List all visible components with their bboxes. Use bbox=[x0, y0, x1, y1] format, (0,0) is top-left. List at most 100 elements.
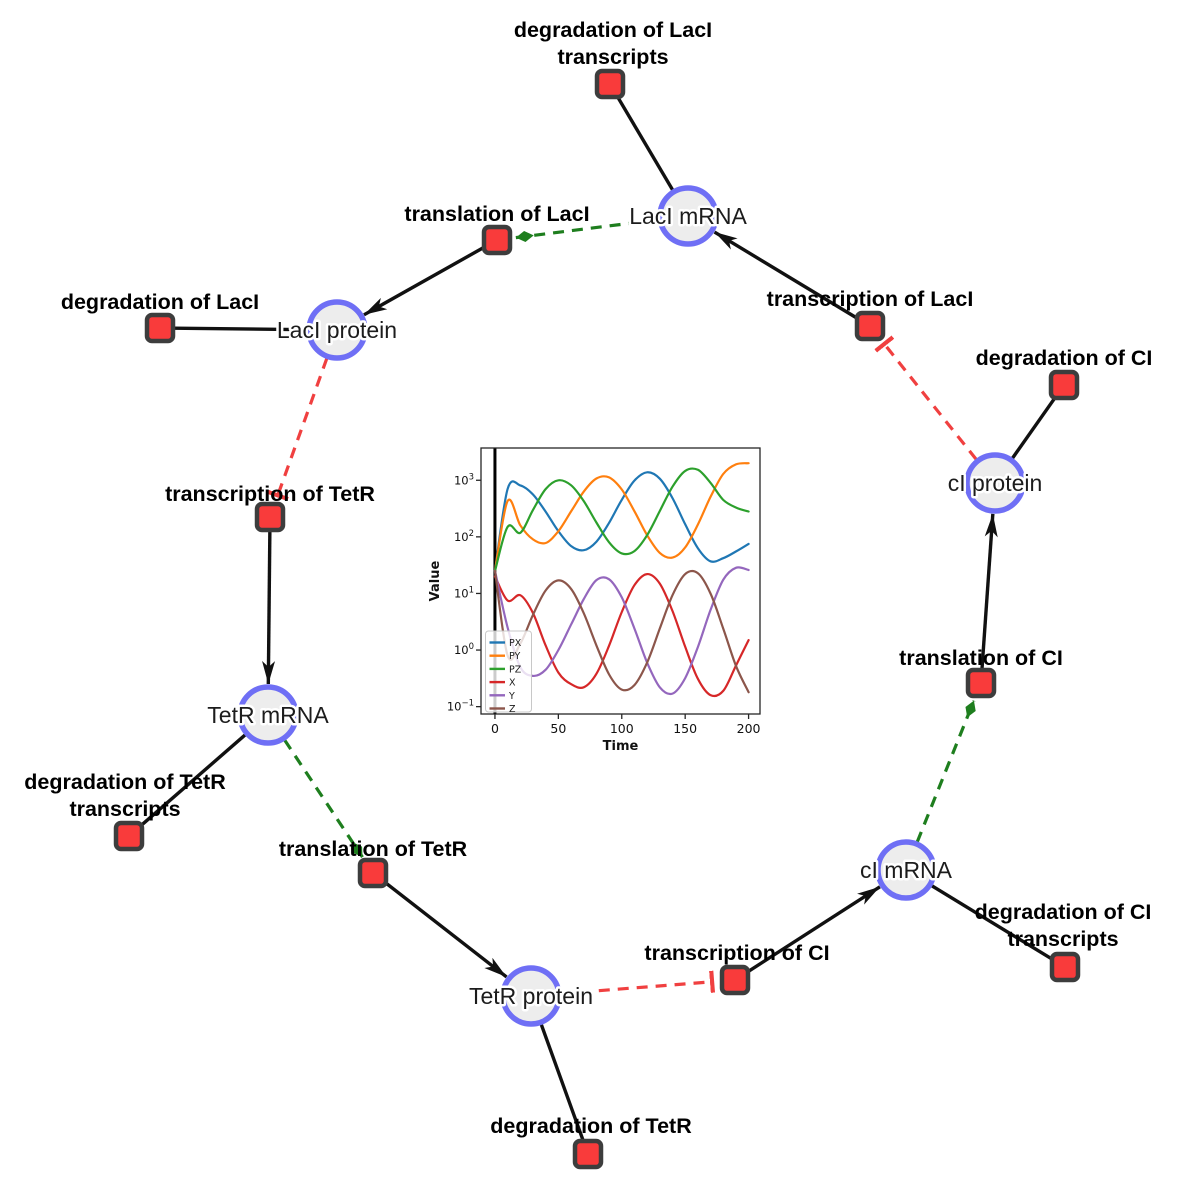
labels-layer: degradation of LacI transcripts translatio… bbox=[24, 18, 1152, 1138]
reaction-label-line: degradation of TetR bbox=[490, 1114, 692, 1138]
reaction-node-transl-laci[interactable] bbox=[481, 224, 513, 256]
legend-box bbox=[485, 630, 532, 713]
y-tick-label: 100 bbox=[454, 642, 474, 657]
y-tick-exponent: 1 bbox=[469, 585, 474, 595]
y-tick-exponent: 2 bbox=[469, 529, 474, 539]
species-node-ci-protein[interactable] bbox=[964, 452, 1026, 514]
reaction-node-txn-laci[interactable] bbox=[854, 310, 886, 342]
x-tick-label: 200 bbox=[737, 721, 761, 736]
species-label-tetr-protein: TetR protein bbox=[469, 983, 593, 1009]
nodes-layer bbox=[113, 68, 1081, 1170]
edge-translation-to-ci-protein bbox=[980, 513, 998, 670]
reaction-node-txn-tetr[interactable] bbox=[254, 501, 286, 533]
reaction-node-txn-ci[interactable] bbox=[719, 964, 751, 996]
species-node-laci-protein[interactable] bbox=[306, 299, 368, 361]
timeseries-inset-chart: 0 50 100 150 200 Time 10−1 100 101 102 103 Value PX P… bbox=[425, 438, 775, 770]
x-tick-label: 150 bbox=[673, 721, 697, 736]
series-line-px bbox=[493, 471, 750, 572]
species-label-laci-mrna: LacI mRNA bbox=[629, 203, 747, 229]
edge-ci-mrna-to-deg bbox=[930, 884, 1054, 962]
reaction-label-line: transcription of CI bbox=[644, 941, 829, 965]
reaction-node-deg-tetr[interactable] bbox=[572, 1138, 604, 1170]
reaction-label-line: degradation of TetR bbox=[24, 770, 226, 794]
edge-laci-mrna-to-translation bbox=[515, 218, 659, 242]
y-tick-label: 103 bbox=[454, 472, 474, 487]
reaction-label-deg-tetr-tx: degradation of TetR transcripts bbox=[24, 770, 226, 821]
species-node-laci-mrna[interactable] bbox=[657, 185, 719, 247]
reaction-label-transl-tetr: translation of TetR bbox=[279, 837, 468, 861]
reaction-label-deg-ci-tx: degradation of CI transcripts bbox=[975, 900, 1152, 951]
reaction-node-deg-ci[interactable] bbox=[1048, 369, 1080, 401]
reaction-label-line: translation of TetR bbox=[279, 837, 468, 861]
edge-ci-protein-to-deg bbox=[1010, 395, 1058, 460]
series-line-py bbox=[493, 462, 750, 572]
timeseries-chart-svg: 0 50 100 150 200Time10−1100101102103ValuePXP… bbox=[428, 447, 761, 754]
reaction-node-deg-ci-tx[interactable] bbox=[1049, 951, 1081, 983]
reaction-label-line: transcripts bbox=[1007, 927, 1118, 951]
chart-legend: PX PY PZ XYZ bbox=[485, 630, 532, 715]
y-tick-label: 101 bbox=[454, 585, 474, 600]
edges-layer bbox=[138, 95, 1058, 1142]
edge-ci-txn-to-ci-mrna bbox=[745, 885, 881, 974]
species-node-tetr-mrna[interactable] bbox=[237, 684, 299, 746]
edge-laci-mrna-to-deg bbox=[615, 95, 675, 192]
y-tick-exponent: −1 bbox=[461, 699, 474, 709]
x-tick-label: 50 bbox=[550, 721, 566, 736]
chart-series-layer bbox=[493, 462, 750, 698]
species-label-ci-mrna: cI mRNA bbox=[860, 857, 953, 883]
species-label-ci-protein: cI protein bbox=[948, 470, 1043, 496]
series-line-z bbox=[493, 569, 750, 694]
reaction-label-line: transcription of TetR bbox=[165, 482, 375, 506]
y-tick-base: 10 bbox=[447, 700, 462, 714]
reaction-label-deg-laci-tx: degradation of LacI transcripts bbox=[514, 18, 712, 69]
species-label-laci-protein: LacI protein bbox=[277, 317, 397, 343]
edge-tetr-mrna-to-translation bbox=[283, 739, 364, 859]
species-node-tetr-protein[interactable] bbox=[500, 965, 562, 1027]
legend-label-y: Y bbox=[508, 691, 515, 702]
reaction-label-line: degradation of LacI bbox=[514, 18, 712, 42]
edge-translation-to-laci-protein bbox=[363, 245, 486, 317]
edge-tetr-mrna-to-deg bbox=[138, 733, 247, 829]
reaction-label-transl-ci: translation of CI bbox=[899, 646, 1063, 670]
legend-label-px: PX bbox=[509, 638, 522, 649]
reaction-node-transl-ci[interactable] bbox=[965, 667, 997, 699]
y-tick-base: 10 bbox=[454, 586, 469, 600]
reaction-node-deg-tetr-tx[interactable] bbox=[113, 820, 145, 852]
reaction-label-line: degradation of CI bbox=[975, 900, 1152, 924]
edge-tetr-inhibits-ci-txn bbox=[560, 970, 716, 996]
reaction-label-deg-tetr: degradation of TetR bbox=[490, 1114, 692, 1138]
reaction-label-line: transcription of LacI bbox=[767, 287, 974, 311]
y-tick-label: 10−1 bbox=[447, 699, 474, 714]
reaction-label-txn-laci: transcription of LacI bbox=[767, 287, 974, 311]
reaction-node-transl-tetr[interactable] bbox=[357, 857, 389, 889]
reaction-label-line: transcripts bbox=[69, 797, 180, 821]
species-label-tetr-mrna: TetR mRNA bbox=[207, 702, 329, 728]
edge-laci-protein-to-deg bbox=[173, 326, 308, 332]
y-tick-base: 10 bbox=[454, 473, 469, 487]
y-tick-exponent: 0 bbox=[469, 642, 474, 652]
series-line-y bbox=[493, 566, 750, 696]
edge-ci-inhibits-laci-txn bbox=[874, 335, 978, 461]
reaction-node-deg-laci-tx[interactable] bbox=[594, 68, 626, 100]
edge-tetr-protein-to-deg bbox=[539, 1023, 585, 1142]
chart-axes-box bbox=[480, 447, 761, 715]
reaction-label-line: translation of LacI bbox=[404, 202, 589, 226]
series-line-pz bbox=[493, 467, 750, 572]
reaction-label-deg-ci: degradation of CI bbox=[976, 346, 1153, 370]
reaction-node-deg-laci[interactable] bbox=[144, 312, 176, 344]
reaction-label-line: transcripts bbox=[557, 45, 668, 69]
legend-label-z: Z bbox=[509, 704, 516, 715]
reaction-label-transl-laci: translation of LacI bbox=[404, 202, 589, 226]
y-tick-base: 10 bbox=[454, 530, 469, 544]
y-tick-base: 10 bbox=[454, 643, 469, 657]
reaction-label-deg-laci: degradation of LacI bbox=[61, 290, 259, 314]
edge-laci-txn-to-laci-mrna bbox=[713, 230, 859, 321]
reaction-label-line: degradation of CI bbox=[976, 346, 1153, 370]
y-tick-exponent: 3 bbox=[469, 472, 474, 482]
edge-laci-inhibits-tetr-txn bbox=[266, 357, 329, 502]
edge-ci-mrna-to-translation bbox=[915, 700, 976, 843]
edge-tetr-txn-to-tetr-mrna bbox=[262, 530, 276, 685]
species-node-ci-mrna[interactable] bbox=[875, 839, 937, 901]
